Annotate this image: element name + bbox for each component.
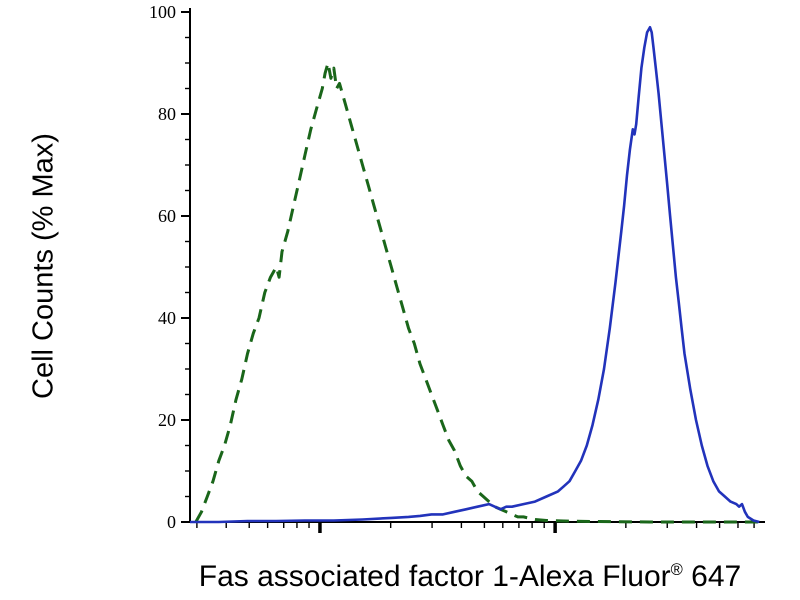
y-tick-label: 60 (158, 206, 176, 226)
series-negative-control (194, 61, 765, 524)
x-axis-label-suffix: 647 (682, 560, 742, 593)
x-axis-label-text: Fas associated factor 1-Alexa Fluor (198, 560, 671, 593)
y-tick-label: 0 (167, 512, 176, 532)
y-axis-label: Cell Counts (% Max) (27, 133, 60, 399)
series-faf1-alexa-fluor-647 (190, 25, 760, 524)
y-tick-label: 80 (158, 104, 176, 124)
registered-trademark-symbol: ® (670, 561, 683, 579)
y-tick-label: 20 (158, 410, 176, 430)
y-tick-label: 40 (158, 308, 176, 328)
x-axis-label: Fas associated factor 1-Alexa Fluor® 647 (199, 560, 741, 594)
y-tick-label: 100 (149, 2, 176, 22)
